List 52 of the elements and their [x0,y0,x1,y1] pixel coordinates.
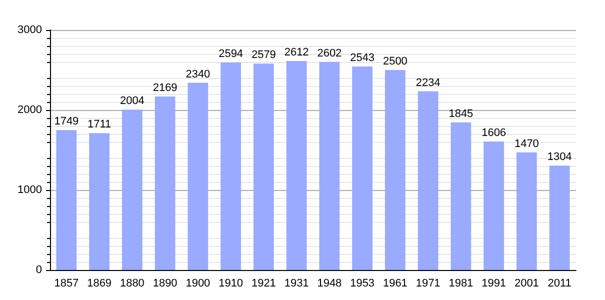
data-label: 1470 [514,138,539,150]
data-label: 1845 [448,108,474,120]
x-tick-label: 1991 [482,278,506,290]
data-label: 2612 [284,46,309,59]
y-tick-label: 0 [36,264,42,276]
x-tick-label: 1971 [416,278,440,290]
bar [154,96,176,270]
bar [188,82,208,270]
bar [352,66,373,270]
x-tick-label: 1953 [350,278,375,290]
bar [220,62,242,270]
bar [516,152,537,270]
data-label: 2543 [350,52,375,64]
bar [484,142,504,270]
x-tick-label: 1900 [186,278,210,290]
data-label: 2234 [416,76,440,89]
x-tick-label: 1961 [382,278,408,290]
bar [319,62,340,270]
x-tick-label: 2011 [548,278,572,290]
x-tick-label: 1948 [317,278,342,290]
data-label: 2004 [120,95,144,108]
data-label: 2594 [218,48,244,60]
data-label: 2579 [251,49,276,62]
data-label: 1711 [87,118,112,131]
bar [56,130,77,270]
y-tick-label: 1000 [18,184,42,196]
x-tick-label: 1880 [120,278,144,290]
bar [89,133,110,270]
x-tick-label: 1857 [54,278,79,290]
data-label: 1749 [54,116,79,128]
data-label: 2340 [186,68,210,80]
x-tick-label: 1910 [218,278,244,290]
y-tick-label: 3000 [18,24,42,36]
bar [450,122,472,270]
data-label: 2169 [152,82,178,94]
bar [286,61,307,270]
data-label: 2500 [382,56,408,68]
x-tick-label: 1981 [448,278,474,290]
x-tick-label: 1869 [87,278,112,290]
x-tick-label: 1921 [251,278,276,290]
bar [384,70,406,270]
bar [549,166,570,270]
data-label: 2602 [317,47,342,60]
data-label: 1606 [482,127,506,140]
x-tick-label: 2001 [514,278,539,290]
bar [253,64,274,270]
bar [122,110,142,270]
x-tick-label: 1931 [284,278,309,290]
x-tick-label: 1890 [152,278,178,290]
y-tick-label: 2000 [18,104,42,116]
data-label: 1304 [547,151,572,164]
bar [418,91,438,270]
